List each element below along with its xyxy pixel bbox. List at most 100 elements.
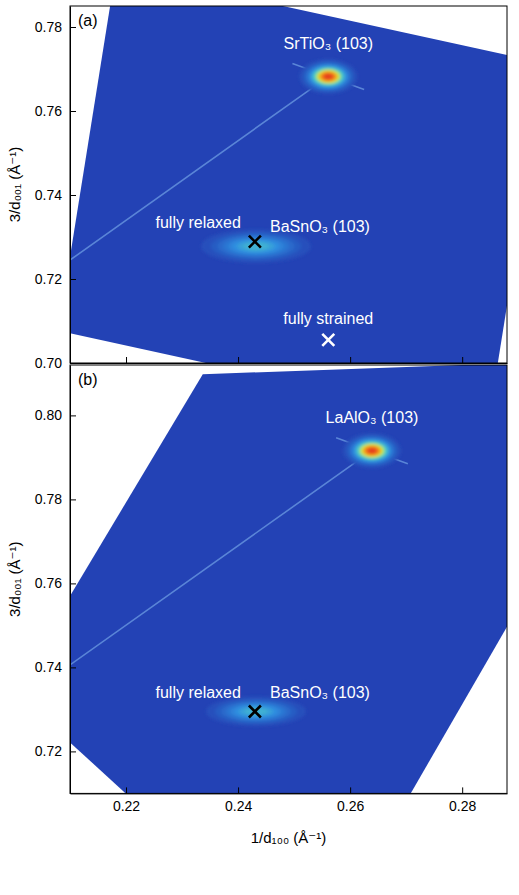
peak-contour <box>356 441 388 460</box>
y-axis-title: 3/d₀₀₁ (Å⁻¹) <box>6 541 23 616</box>
y-tick-mark <box>70 751 76 752</box>
peak-label: BaSnO₃ (103) <box>270 684 370 701</box>
peak-contour <box>364 446 380 456</box>
y-axis-title: 3/d₀₀₁ (Å⁻¹) <box>6 147 23 222</box>
peak-contour <box>323 73 334 80</box>
x-tick-mark <box>238 787 239 793</box>
x-tick-mark <box>350 787 351 793</box>
peak-contour <box>305 63 351 91</box>
peak-contour <box>363 445 381 456</box>
peak-contour <box>365 447 379 455</box>
peaks <box>206 433 401 726</box>
peak-label: LaAlO₃ (103) <box>326 409 419 426</box>
marker <box>249 236 261 248</box>
peak-contour <box>320 72 336 82</box>
x-tick-mark <box>126 787 127 793</box>
peak-contour <box>307 64 350 90</box>
peak-contour <box>315 69 341 85</box>
peak-contour <box>206 697 306 727</box>
peak-contour <box>299 59 357 94</box>
x-tick <box>462 357 463 363</box>
marker-label: fully strained <box>283 310 373 327</box>
peak-contour <box>221 701 292 722</box>
peak-contour <box>319 71 337 82</box>
marker-label: fully relaxed <box>156 684 241 701</box>
x-tick: 0.24 <box>225 787 252 814</box>
peak-contour <box>360 443 384 457</box>
x-tick: 0.26 <box>337 787 364 814</box>
x-tick-mark <box>238 357 239 363</box>
marker <box>322 334 334 346</box>
panel: LaAlO₃ (103) BaSnO₃ (103) fully relaxed (b)… <box>6 358 519 895</box>
y-tick-mark <box>70 415 76 416</box>
marker-label: fully relaxed <box>156 214 241 231</box>
y-tick-label: 0.80 <box>35 407 62 423</box>
peak-contour <box>230 704 282 719</box>
plot-area <box>70 6 507 363</box>
peak-contour <box>314 68 342 85</box>
scan-area <box>70 6 507 363</box>
y-tick-label: 0.70 <box>35 355 62 371</box>
x-tick: 0.22 <box>113 787 140 814</box>
peak-contour <box>352 439 392 463</box>
frame <box>70 365 507 793</box>
x-tick <box>238 357 239 363</box>
peak-contour <box>226 702 287 720</box>
peak-contour <box>308 65 348 89</box>
peak-contour <box>321 72 335 80</box>
peak-contour <box>316 69 340 83</box>
y-tick-mark <box>70 279 76 280</box>
y-tick-label: 0.72 <box>35 271 62 287</box>
y-tick-label: 0.78 <box>35 19 62 35</box>
peak-contour <box>239 706 273 716</box>
peak-contour <box>235 705 278 718</box>
y-tick-mark <box>70 667 76 668</box>
peak-contour <box>351 438 394 464</box>
peak-contour <box>211 232 302 260</box>
peak-contour <box>313 68 343 86</box>
x-tick-label: 0.26 <box>337 798 364 814</box>
peak-contour <box>349 437 395 465</box>
peak-contour <box>367 447 378 454</box>
annotations: LaAlO₃ (103) BaSnO₃ (103) fully relaxed <box>156 409 419 701</box>
y-tick-label: 0.74 <box>35 659 62 675</box>
x-tick <box>350 357 351 363</box>
peak-contour <box>312 67 344 86</box>
peak-contour <box>311 66 345 87</box>
peak-contour <box>362 445 382 457</box>
peak-contour <box>318 71 338 83</box>
y-tick-label: 0.76 <box>35 575 62 591</box>
peak-contour <box>357 442 387 460</box>
scan-area <box>70 365 507 793</box>
y-tick-mark <box>70 27 76 28</box>
y-tick-mark <box>70 583 76 584</box>
plot-area <box>70 365 507 793</box>
peak-contour <box>310 65 347 87</box>
streak <box>70 451 372 665</box>
x-tick-label: 0.28 <box>449 798 476 814</box>
peak-contour <box>355 440 389 461</box>
x-axis-title: 1/d₁₀₀ (Å⁻¹) <box>251 829 326 846</box>
panel-label: (a) <box>78 12 98 29</box>
chart-container: SrTiO₃ (103) BaSnO₃ (103) fully relaxed ful… <box>0 0 519 895</box>
peak-contour <box>215 699 298 724</box>
y-tick-label: 0.72 <box>35 743 62 759</box>
peak-contour <box>359 443 385 459</box>
annotations: SrTiO₃ (103) BaSnO₃ (103) fully relaxed ful… <box>156 35 374 327</box>
peak-contour <box>343 433 401 468</box>
peak-label: SrTiO₃ (103) <box>284 35 374 52</box>
x-tick-mark <box>462 787 463 793</box>
y-tick-mark <box>70 195 76 196</box>
y-tick-mark <box>70 499 76 500</box>
y-tick-label: 0.74 <box>35 187 62 203</box>
peak-contour <box>358 442 386 459</box>
peak-contour <box>361 444 383 457</box>
x-tick-mark <box>350 357 351 363</box>
figure: SrTiO₃ (103) BaSnO₃ (103) fully relaxed ful… <box>0 0 519 895</box>
peak-contour <box>346 435 397 466</box>
panel-label: (b) <box>78 371 98 388</box>
peak-label: BaSnO₃ (103) <box>270 218 370 235</box>
peak-contour <box>354 440 391 462</box>
x-axis: 0.22 0.24 0.26 0.28 <box>71 787 508 814</box>
y-tick-label: 0.78 <box>35 491 62 507</box>
